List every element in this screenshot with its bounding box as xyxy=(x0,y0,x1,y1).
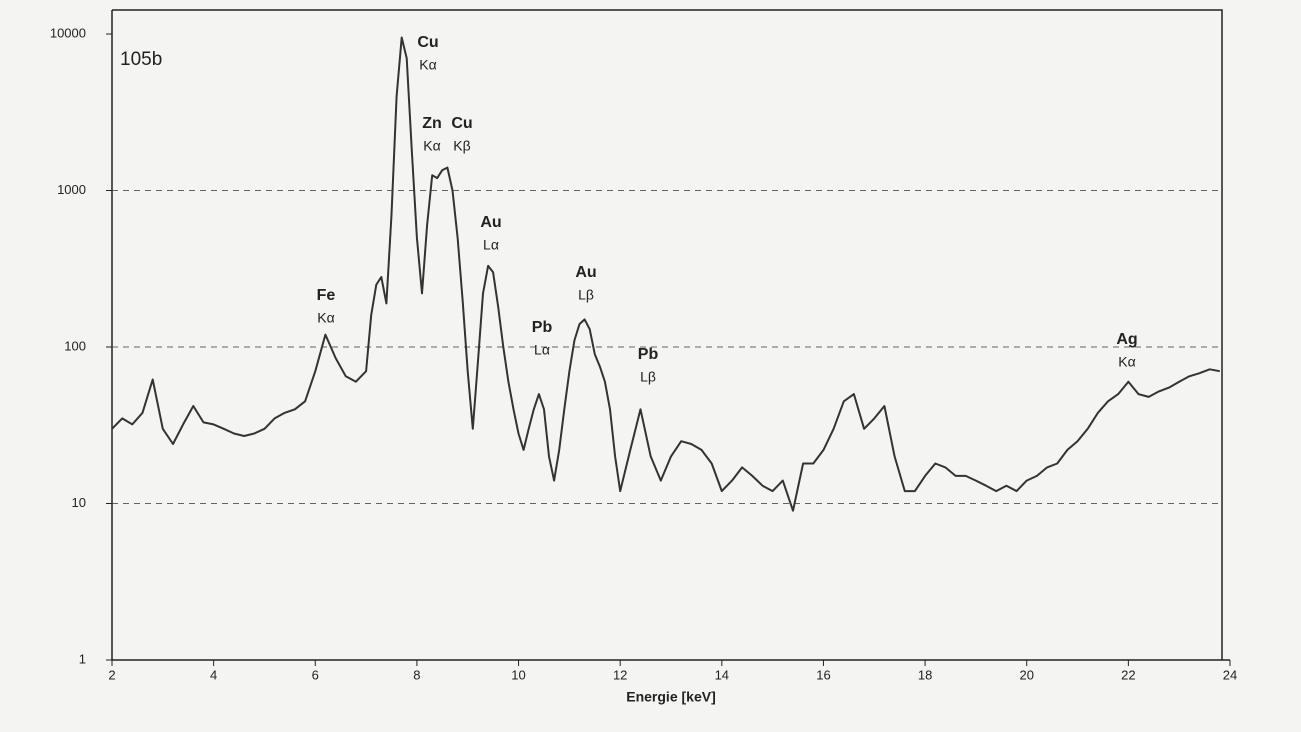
x-tick-label: 20 xyxy=(1019,667,1033,682)
peak-line: Lβ xyxy=(640,369,656,385)
peak-element: Au xyxy=(480,214,501,231)
x-tick-label: 18 xyxy=(918,667,932,682)
y-tick-label: 10000 xyxy=(50,25,86,40)
x-tick-label: 24 xyxy=(1223,667,1237,682)
peak-element: Pb xyxy=(532,319,553,336)
y-tick-label: 10 xyxy=(72,495,86,510)
peak-element: Cu xyxy=(451,115,472,132)
x-tick-label: 16 xyxy=(816,667,830,682)
peak-line: Kα xyxy=(423,138,440,154)
plot-frame xyxy=(111,9,1230,661)
x-tick-label: 6 xyxy=(312,667,319,682)
peak-line: Kα xyxy=(419,57,436,73)
y-tick-label: 100 xyxy=(64,338,86,353)
x-tick-label: 10 xyxy=(511,667,525,682)
x-axis-label: Energie [keV] xyxy=(626,689,715,705)
y-tick-label: 1000 xyxy=(57,182,86,197)
x-tick-label: 8 xyxy=(413,667,420,682)
x-tick-label: 22 xyxy=(1121,667,1135,682)
y-tick-label: 1 xyxy=(79,651,86,666)
peak-line: Kα xyxy=(317,310,334,326)
peak-element: Cu xyxy=(417,34,438,51)
spectrum-line xyxy=(111,36,1220,512)
peak-line: Kβ xyxy=(453,138,470,154)
peak-element: Fe xyxy=(317,287,336,304)
chart-title: 105b xyxy=(120,49,162,70)
peak-element: Au xyxy=(575,264,596,281)
x-tick-label: 2 xyxy=(108,667,115,682)
peak-line: Lα xyxy=(483,237,499,253)
peak-line: Kα xyxy=(1118,354,1135,370)
peak-element: Zn xyxy=(422,115,442,132)
peak-line: Lβ xyxy=(578,287,594,303)
x-tick-label: 14 xyxy=(715,667,729,682)
peak-element: Pb xyxy=(638,346,659,363)
peak-element: Ag xyxy=(1116,331,1137,348)
peak-line: Lα xyxy=(534,342,550,358)
x-tick-label: 12 xyxy=(613,667,627,682)
x-tick-label: 4 xyxy=(210,667,217,682)
